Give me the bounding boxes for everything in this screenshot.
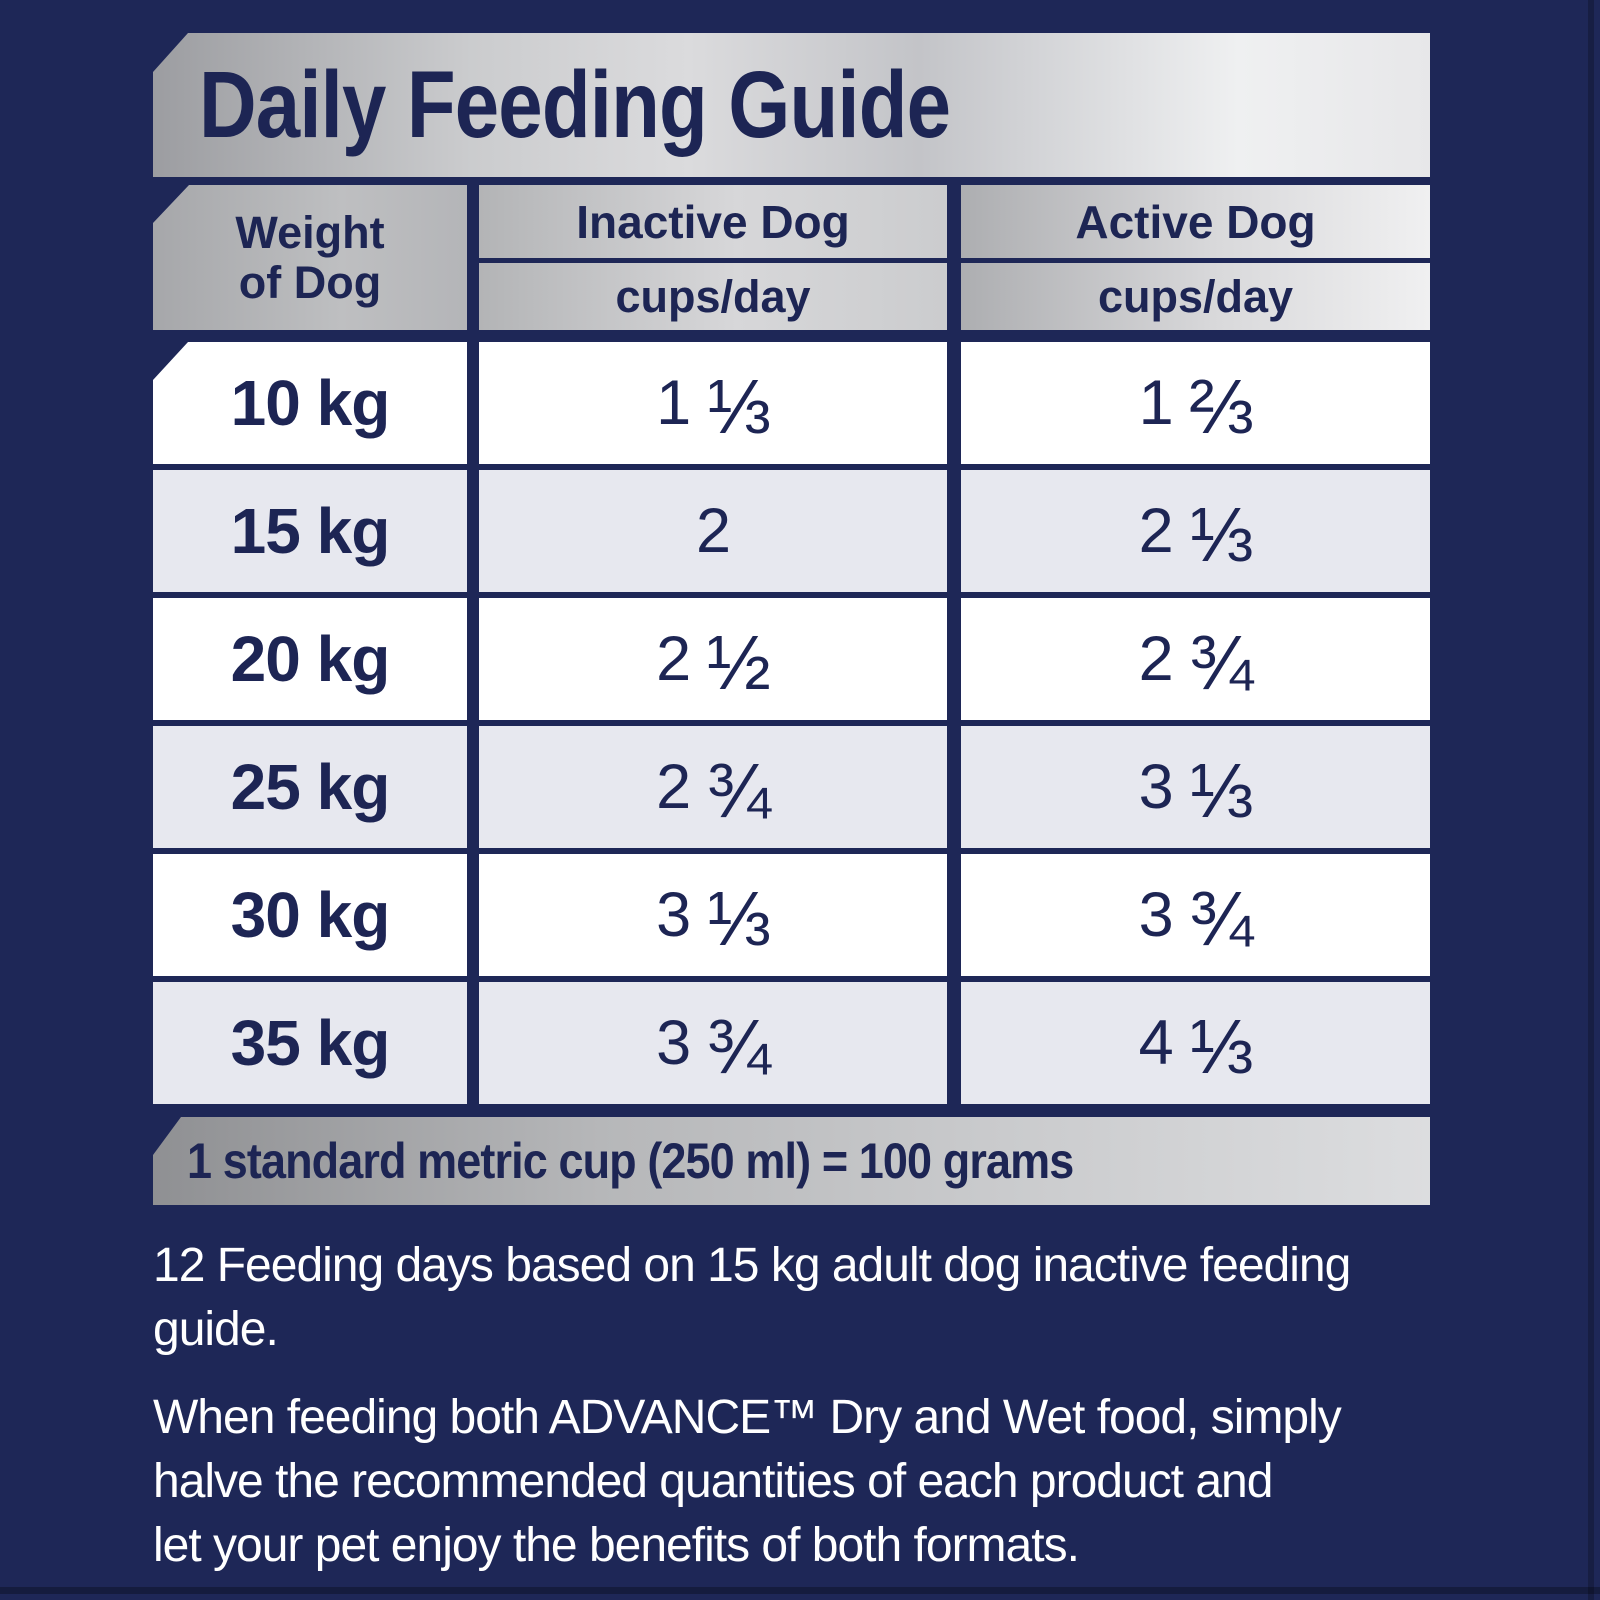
value-fraction: ⅔ [1189,363,1253,450]
active-value-cell: 3 ¾ [961,854,1430,976]
inactive-value-cell: 3 ¾ [479,982,947,1104]
inactive-value-cell: 3 ⅓ [479,854,947,976]
col-unit-active-cups-per-day: cups/day [961,263,1430,330]
daily-feeding-guide-header: Daily Feeding Guide [153,33,1430,177]
value-whole: 1 [656,368,691,438]
table-row: 15 kg 2 2 ⅓ [0,470,1600,592]
panel-right-edge [1588,0,1594,1600]
inactive-value-cell: 1 ⅓ [479,342,947,464]
active-value-cell: 1 ⅔ [961,342,1430,464]
active-value-cell: 2 ⅓ [961,470,1430,592]
value-fraction: ¾ [1189,619,1253,706]
value-fraction: ¾ [706,1003,771,1090]
table-row: 20 kg 2 ½ 2 ¾ [0,598,1600,720]
value-whole: 3 [656,1008,691,1078]
cup-conversion-band: 1 standard metric cup (250 ml) = 100 gra… [153,1117,1430,1205]
weight-cell: 20 kg [153,598,467,720]
table-row: 10 kg 1 ⅓ 1 ⅔ [0,342,1600,464]
value-whole: 2 [656,624,691,694]
feeding-days-note: 12 Feeding days based on 15 kg adult dog… [153,1239,1351,1356]
table-row: 30 kg 3 ⅓ 3 ¾ [0,854,1600,976]
inactive-value-cell: 2 ¾ [479,726,947,848]
col-unit-inactive-cups-per-day: cups/day [479,263,947,330]
inactive-value-cell: 2 ½ [479,598,947,720]
table-row: 35 kg 3 ¾ 4 ⅓ [0,982,1600,1104]
value-whole: 3 [1138,880,1174,950]
inactive-value-cell: 2 [479,470,947,592]
weight-cell: 10 kg [153,342,467,464]
value-fraction: ⅓ [706,363,771,450]
value-whole: 3 [656,880,691,950]
active-value-cell: 4 ⅓ [961,982,1430,1104]
value-fraction: ½ [706,619,771,706]
value-whole: 2 [1138,496,1174,566]
value-fraction: ⅓ [1189,747,1253,834]
value-whole: 2 [695,496,731,566]
active-value-cell: 2 ¾ [961,598,1430,720]
panel-bottom-edge [0,1587,1600,1594]
value-whole: 4 [1138,1008,1174,1078]
value-whole: 1 [1138,368,1174,438]
col-header-inactive-dog: Inactive Dog [479,185,947,258]
value-fraction: ⅓ [1189,491,1253,578]
value-fraction: ⅓ [1189,1003,1253,1090]
active-value-cell: 3 ⅓ [961,726,1430,848]
value-fraction: ⅓ [706,875,771,962]
col-header-weight-of-dog: Weight of Dog [153,185,467,330]
weight-cell: 35 kg [153,982,467,1104]
value-fraction: ¾ [706,747,771,834]
value-whole: 2 [656,752,691,822]
weight-cell: 15 kg [153,470,467,592]
cup-conversion-text: 1 standard metric cup (250 ml) = 100 gra… [187,1133,1074,1189]
page-title: Daily Feeding Guide [199,51,951,158]
mixed-feeding-note: When feeding both ADVANCE™ Dry and Wet f… [153,1391,1342,1572]
weight-cell: 25 kg [153,726,467,848]
table-row: 25 kg 2 ¾ 3 ⅓ [0,726,1600,848]
weight-cell: 30 kg [153,854,467,976]
value-fraction: ¾ [1189,875,1253,962]
value-whole: 2 [1138,624,1174,694]
col-header-active-dog: Active Dog [961,185,1430,258]
value-whole: 3 [1138,752,1174,822]
